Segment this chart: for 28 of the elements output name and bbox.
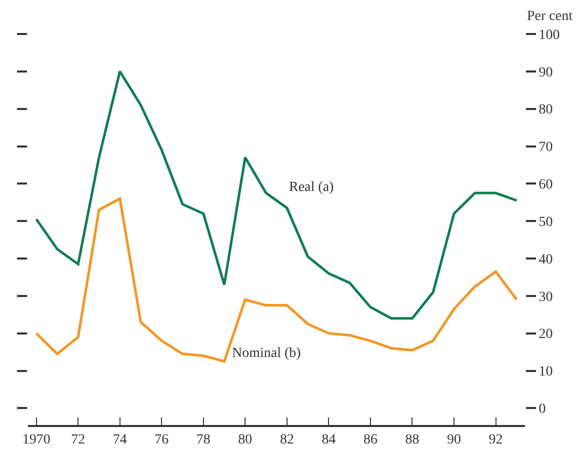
line-series <box>35 197 518 363</box>
x-tick-label: 88 <box>405 432 420 448</box>
y-tick-label: 90 <box>538 65 553 80</box>
y-tick-label: 80 <box>538 102 553 118</box>
x-tick-label: 74 <box>112 432 127 448</box>
line-series <box>35 70 518 320</box>
y-tick-label: 100 <box>538 28 560 43</box>
x-tick-label: 84 <box>322 432 336 448</box>
x-tick-label: 92 <box>488 432 503 448</box>
series-label: Nominal (b) <box>232 346 302 361</box>
y-tick-label: 40 <box>538 252 553 268</box>
x-tick-label: 78 <box>196 432 210 448</box>
x-tick-label: 76 <box>154 432 169 448</box>
y-tick-label: 50 <box>538 214 553 230</box>
y-tick-label: 10 <box>538 364 553 380</box>
x-tick-label: 72 <box>71 432 86 448</box>
x-tick-label: 82 <box>280 432 294 448</box>
y-tick-label: 60 <box>538 178 553 193</box>
x-tick-label: 1970 <box>22 432 50 448</box>
y-tick-label: 70 <box>538 140 553 156</box>
y-tick-label: 0 <box>538 402 546 418</box>
y-tick-label: 20 <box>538 327 553 342</box>
x-tick-label: 86 <box>363 432 378 448</box>
y-tick-label: 30 <box>538 290 553 305</box>
series-label: Real (a) <box>289 180 334 195</box>
x-tick-label: 90 <box>447 432 461 448</box>
y-axis-title: Per cent <box>527 9 573 24</box>
x-tick-label: 80 <box>238 432 252 448</box>
